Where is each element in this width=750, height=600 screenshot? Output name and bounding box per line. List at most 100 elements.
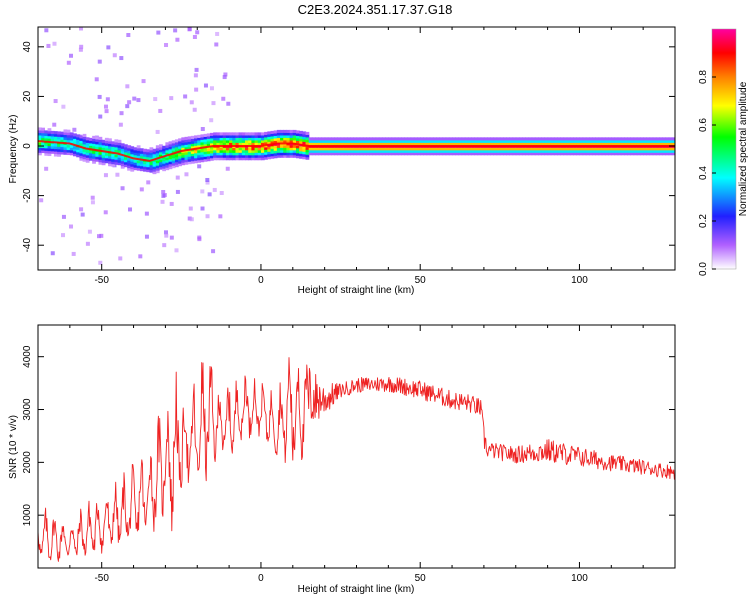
spectrogram-cell — [675, 150, 679, 153]
spectrogram-cell — [146, 154, 151, 158]
spectrogram-cell — [611, 147, 616, 151]
spectrogram-cell — [515, 137, 520, 141]
spectrogram-cell — [639, 139, 644, 143]
spectrogram-noise-cell — [103, 173, 108, 178]
spectrogram-cell — [579, 142, 584, 146]
spectrogram-cell — [76, 141, 81, 145]
spectrogram-cell — [245, 147, 249, 151]
spectrogram-cell — [636, 147, 641, 151]
spectrogram-cell — [127, 167, 131, 171]
spectrogram-cell — [585, 152, 590, 156]
spectrogram-cell — [248, 147, 252, 151]
spectrogram-cell — [503, 142, 507, 146]
spectrogram-cell — [238, 157, 243, 161]
spectrogram-cell — [643, 142, 647, 146]
spectrogram-cell — [560, 142, 565, 146]
spectrogram-cell — [120, 150, 125, 154]
spectrogram-cell — [499, 149, 504, 153]
spectrogram-cell — [388, 152, 393, 156]
spectrogram-cell — [44, 150, 49, 154]
spectrogram-cell — [544, 142, 549, 146]
spectrogram-cell — [611, 142, 616, 146]
spectrogram-cell — [190, 138, 195, 142]
spectrogram-cell — [190, 135, 195, 139]
spectrogram-cell — [190, 145, 195, 149]
spectrogram-cell — [659, 152, 663, 156]
spectrogram-cell — [604, 142, 609, 146]
spectrogram-cell — [162, 165, 166, 169]
spectrogram-cell — [260, 142, 265, 146]
snr-x-tick-label: 0 — [258, 573, 264, 584]
spectrogram-cell — [582, 147, 587, 151]
spectrogram-cell — [598, 142, 603, 146]
spectrogram-cell — [608, 152, 612, 156]
spectrogram-cell — [334, 147, 338, 151]
spectrogram-cell — [601, 152, 606, 156]
spectrogram-cell — [225, 152, 230, 156]
spectrogram-cell — [614, 149, 619, 153]
spectrogram-cell — [289, 129, 294, 133]
spectrogram-cell — [579, 137, 584, 141]
spectrogram-cell — [229, 142, 233, 146]
spectrogram-cell — [127, 165, 131, 169]
spectrogram-cell — [566, 147, 571, 151]
spectrogram-cell — [458, 142, 463, 146]
spectrogram-cell — [41, 147, 45, 151]
spectrogram-cell — [88, 137, 93, 141]
spectrogram-cell — [136, 162, 141, 166]
spectrogram-cell — [190, 155, 195, 159]
spectrogram-cell — [598, 147, 603, 151]
spectrogram-cell — [88, 152, 93, 156]
spectrogram-cell — [273, 155, 278, 159]
spectrogram-noise-cell — [222, 75, 227, 80]
spectrogram-cell — [417, 142, 421, 146]
spectrogram-cell — [187, 136, 192, 140]
spectrogram-cell — [194, 155, 198, 159]
spectrogram-cell — [458, 152, 463, 156]
spectrogram-cell — [283, 129, 288, 133]
spectrogram-cell — [209, 150, 214, 154]
spectrogram-cell — [461, 147, 466, 151]
spectrogram-cell — [487, 142, 491, 146]
spectrogram-cell — [426, 139, 431, 143]
spectrogram-cell — [104, 147, 109, 151]
spectrogram-cell — [417, 137, 421, 141]
spectrogram-cell — [108, 148, 112, 152]
spectrogram-cell — [206, 148, 211, 152]
spectrogram-cell — [394, 147, 399, 151]
spectrogram-cell — [655, 139, 660, 143]
spectrogram-cell — [413, 139, 418, 143]
spectrogram-cell — [47, 143, 52, 147]
spectrogram-cell — [41, 132, 45, 136]
spectrogram-cell — [372, 137, 377, 141]
spectrogram-cell — [490, 149, 495, 153]
spectrogram-cell — [184, 154, 189, 158]
spectrogram-cell — [665, 147, 670, 151]
spectrogram-cell — [79, 135, 84, 139]
spectrogram-cell — [662, 152, 667, 156]
spectrogram-noise-cell — [61, 104, 66, 109]
spectrogram-cell — [251, 132, 256, 136]
spectrogram-cell — [369, 137, 374, 141]
spectrogram-cell — [270, 133, 275, 137]
spectrogram-cell — [206, 150, 211, 154]
spectrogram-cell — [73, 148, 77, 152]
spectrogram-cell — [114, 154, 119, 158]
spectrogram-cell — [111, 153, 116, 157]
spectrogram-cell — [350, 139, 354, 143]
spectrogram-cell — [538, 147, 542, 151]
spectrogram-cell — [659, 147, 663, 151]
spectrogram-cell — [633, 152, 638, 156]
spectrogram-cell — [483, 147, 488, 151]
spectrogram-cell — [136, 152, 141, 156]
spectrogram-cell — [528, 147, 533, 151]
spectrogram-noise-cell — [105, 97, 110, 102]
spectrogram-cell — [95, 153, 100, 157]
spectrogram-cell — [467, 152, 472, 156]
spectrogram-cell — [111, 141, 116, 145]
spectrogram-cell — [73, 135, 77, 139]
spectrogram-noise-cell — [214, 42, 219, 47]
spectrogram-cell — [155, 147, 160, 151]
spectrogram-cell — [60, 146, 65, 150]
spectrogram-cell — [178, 163, 182, 167]
